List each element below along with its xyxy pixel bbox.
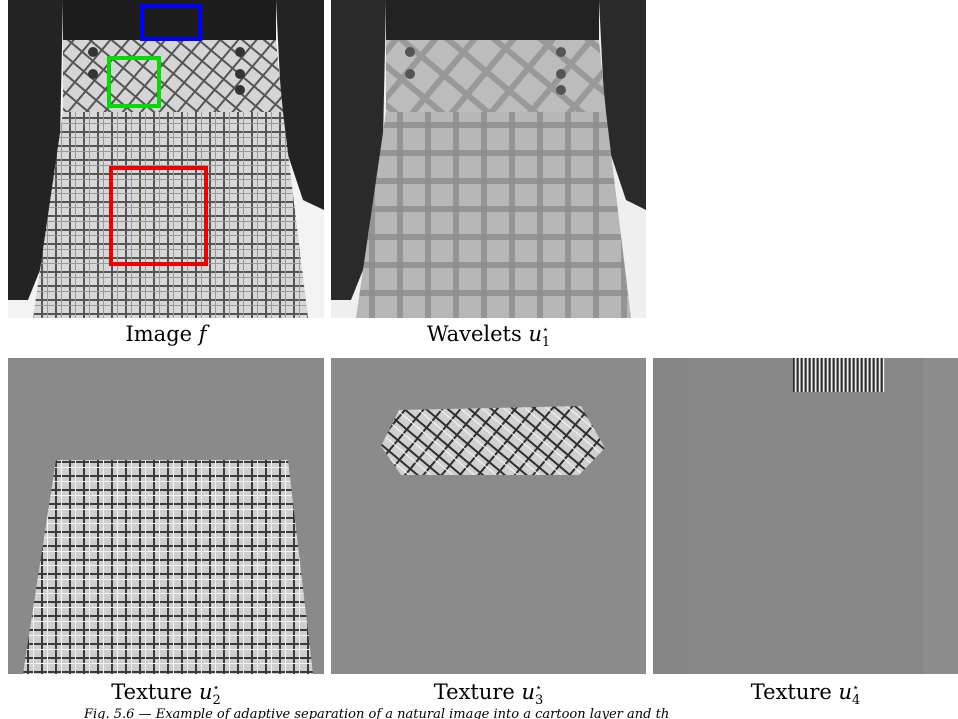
caption-texture-u4: Texture u⋆4 <box>750 680 861 709</box>
caption-texture-u3: Texture u⋆3 <box>433 680 544 709</box>
image-f-panel <box>8 0 324 318</box>
caption-wavelets-u1: Wavelets u⋆1 <box>426 322 551 351</box>
blue-box <box>140 4 202 41</box>
texture-u4-panel <box>653 358 958 674</box>
texture-u2-panel <box>8 358 324 674</box>
caption-image-f: Image f <box>125 322 207 346</box>
figure-caption: Fig. 5.6 — Example of adaptive separatio… <box>84 707 670 719</box>
texture-u3-panel <box>331 358 646 674</box>
caption-texture-u2: Texture u⋆2 <box>111 680 221 709</box>
green-box <box>107 56 161 108</box>
wavelets-panel <box>331 0 646 318</box>
red-box <box>109 166 208 266</box>
